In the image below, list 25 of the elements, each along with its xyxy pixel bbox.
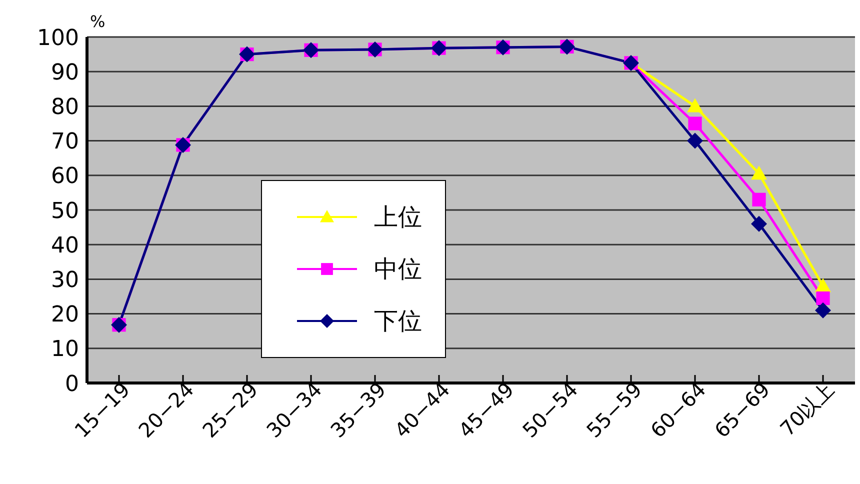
point [815, 278, 831, 292]
point [816, 291, 830, 306]
y-tick-label: 40 [51, 233, 79, 258]
point [688, 116, 702, 130]
legend-label: 下位 [374, 306, 422, 337]
y-tick-label: 20 [51, 302, 79, 328]
point [687, 98, 703, 112]
point [751, 166, 767, 180]
y-tick-label: 0 [65, 372, 79, 397]
point [687, 132, 703, 149]
x-tick-label: 70以上 [775, 378, 839, 441]
y-axis-title: % [90, 12, 106, 31]
y-tick-label: 70 [51, 130, 79, 155]
point [815, 302, 831, 318]
legend-label: 上位 [374, 202, 422, 233]
y-tick-label: 80 [51, 95, 79, 120]
y-tick-label: 90 [51, 60, 79, 86]
y-tick-label: 60 [51, 164, 79, 190]
y-tick-label: 50 [51, 198, 79, 224]
y-tick-label: 10 [51, 337, 79, 362]
point [751, 216, 767, 232]
y-tick-label: 30 [51, 268, 79, 294]
point [752, 192, 766, 206]
y-tick-label: 100 [37, 26, 79, 51]
legend-label: 中位 [374, 254, 422, 285]
